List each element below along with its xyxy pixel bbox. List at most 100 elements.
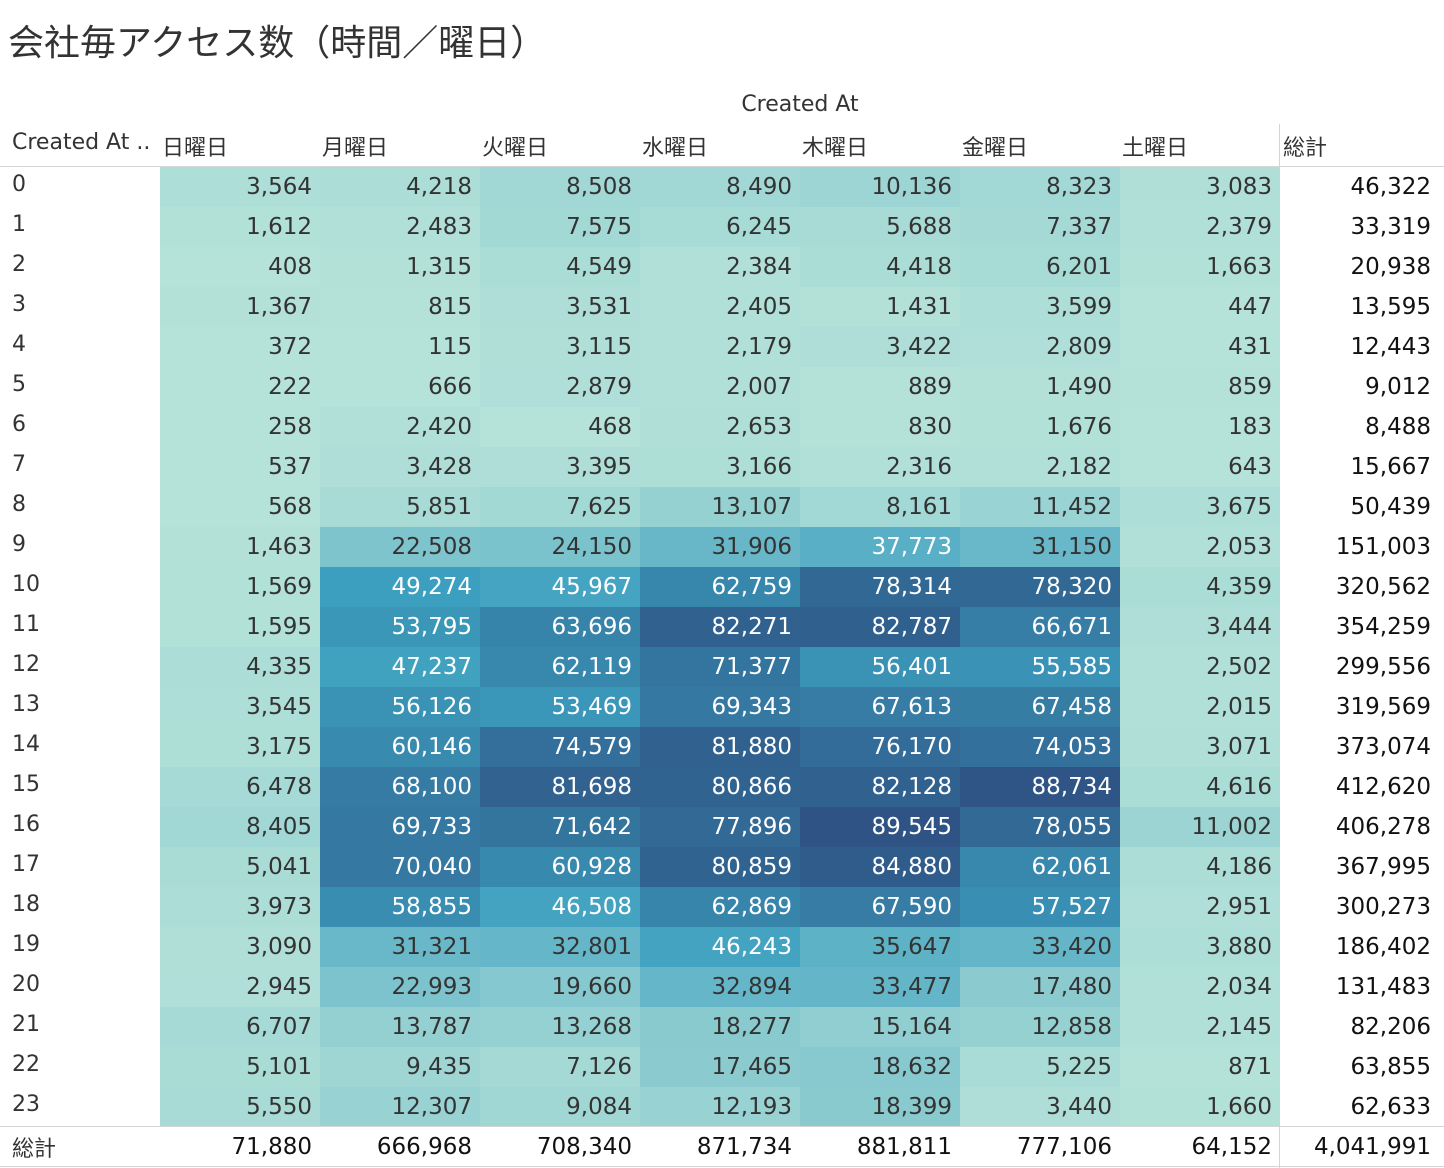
- heatmap-cell: 13,107: [640, 487, 800, 527]
- heatmap-cell: 3,395: [480, 447, 640, 487]
- row-label: 10: [12, 572, 40, 597]
- heatmap-cell: 89,545: [800, 807, 960, 847]
- heatmap-cell: 889: [800, 367, 960, 407]
- row-label: 19: [12, 932, 40, 957]
- heatmap-cell: 80,866: [640, 767, 800, 807]
- row-label: 7: [12, 452, 26, 477]
- heatmap-cell: 1,490: [960, 367, 1120, 407]
- row-total: 82,206: [1350, 1014, 1431, 1040]
- heatmap-cell: 468: [480, 407, 640, 447]
- heatmap-cell: 62,061: [960, 847, 1120, 887]
- heatmap-cell: 2,145: [1120, 1007, 1280, 1047]
- row-label: 15: [12, 772, 40, 797]
- table-row: 13 3,545 56,126 53,469 69,343 67,613 67,458 2,0…: [0, 687, 1444, 727]
- column-header: 土曜日: [1122, 136, 1189, 161]
- heatmap-cell: 2,034: [1120, 967, 1280, 1007]
- heatmap-cell: 5,041: [160, 847, 320, 887]
- heatmap-cell: 6,707: [160, 1007, 320, 1047]
- grand-total: 4,041,991: [1313, 1134, 1431, 1160]
- heatmap-cell: 372: [160, 327, 320, 367]
- heatmap-cell: 1,463: [160, 527, 320, 567]
- heatmap-cell: 53,795: [320, 607, 480, 647]
- heatmap-cell: 1,569: [160, 567, 320, 607]
- row-total: 406,278: [1335, 814, 1431, 840]
- table-row: 12 4,335 47,237 62,119 71,377 56,401 55,585 2,5…: [0, 647, 1444, 687]
- row-total: 12,443: [1350, 334, 1431, 360]
- heatmap-cell: 55,585: [960, 647, 1120, 687]
- heatmap-cell: 871: [1120, 1047, 1280, 1087]
- heatmap-cell: 3,973: [160, 887, 320, 927]
- heatmap-cell: 1,367: [160, 287, 320, 327]
- row-total: 319,569: [1335, 694, 1431, 720]
- row-total: 9,012: [1365, 374, 1431, 400]
- heatmap-cell: 32,894: [640, 967, 800, 1007]
- column-header: 日曜日: [162, 136, 229, 161]
- heatmap-cell: 3,090: [160, 927, 320, 967]
- heatmap-cell: 32,801: [480, 927, 640, 967]
- heatmap-cell: 15,164: [800, 1007, 960, 1047]
- heatmap-cell: 9,435: [320, 1047, 480, 1087]
- row-total: 186,402: [1335, 934, 1431, 960]
- heatmap-cell: 69,343: [640, 687, 800, 727]
- heatmap-cell: 68,100: [320, 767, 480, 807]
- heatmap-cell: 18,277: [640, 1007, 800, 1047]
- heatmap-cell: 2,420: [320, 407, 480, 447]
- heatmap-cell: 2,384: [640, 247, 800, 287]
- heatmap-cell: 66,671: [960, 607, 1120, 647]
- table-row: 9 1,463 22,508 24,150 31,906 37,773 31,150 2,05…: [0, 527, 1444, 567]
- heatmap-cell: 17,480: [960, 967, 1120, 1007]
- heatmap-cell: 46,508: [480, 887, 640, 927]
- row-total: 8,488: [1365, 414, 1431, 440]
- column-total: 71,880: [231, 1134, 312, 1160]
- heatmap-cell: 13,787: [320, 1007, 480, 1047]
- heatmap-cell: 76,170: [800, 727, 960, 767]
- heatmap-cell: 3,531: [480, 287, 640, 327]
- heatmap-cell: 31,906: [640, 527, 800, 567]
- heatmap-cell: 3,440: [960, 1087, 1120, 1127]
- heatmap-cell: 7,625: [480, 487, 640, 527]
- heatmap-cell: 8,508: [480, 167, 640, 207]
- heatmap-cell: 3,599: [960, 287, 1120, 327]
- row-total: 13,595: [1350, 294, 1431, 320]
- heatmap-cell: 4,418: [800, 247, 960, 287]
- heatmap-cell: 859: [1120, 367, 1280, 407]
- heatmap-cell: 6,478: [160, 767, 320, 807]
- row-label: 3: [12, 292, 26, 317]
- heatmap-cell: 35,647: [800, 927, 960, 967]
- heatmap-cell: 3,166: [640, 447, 800, 487]
- heatmap-cell: 78,314: [800, 567, 960, 607]
- heatmap-cell: 82,128: [800, 767, 960, 807]
- column-total: 64,152: [1191, 1134, 1272, 1160]
- heatmap-cell: 31,150: [960, 527, 1120, 567]
- heatmap-cell: 3,444: [1120, 607, 1280, 647]
- heatmap-cell: 2,945: [160, 967, 320, 1007]
- heatmap-cell: 6,201: [960, 247, 1120, 287]
- heatmap-cell: 7,575: [480, 207, 640, 247]
- heatmap-cell: 81,698: [480, 767, 640, 807]
- heatmap-cell: 47,237: [320, 647, 480, 687]
- row-label: 18: [12, 892, 40, 917]
- heatmap-cell: 5,550: [160, 1087, 320, 1127]
- heatmap-cell: 80,859: [640, 847, 800, 887]
- row-total: 412,620: [1335, 774, 1431, 800]
- heatmap-cell: 115: [320, 327, 480, 367]
- row-total: 15,667: [1350, 454, 1431, 480]
- heatmap-cell: 2,951: [1120, 887, 1280, 927]
- table-row: 21 6,707 13,787 13,268 18,277 15,164 12,858 2,1…: [0, 1007, 1444, 1047]
- row-label: 0: [12, 172, 26, 197]
- heatmap-cell: 78,320: [960, 567, 1120, 607]
- heatmap-cell: 5,101: [160, 1047, 320, 1087]
- heatmap-cell: 17,465: [640, 1047, 800, 1087]
- heatmap-cell: 6,245: [640, 207, 800, 247]
- heatmap-cell: 2,483: [320, 207, 480, 247]
- heatmap-cell: 4,359: [1120, 567, 1280, 607]
- heatmap-cell: 84,880: [800, 847, 960, 887]
- heatmap-cell: 24,150: [480, 527, 640, 567]
- heatmap-cell: 81,880: [640, 727, 800, 767]
- heatmap-cell: 815: [320, 287, 480, 327]
- row-label: 12: [12, 652, 40, 677]
- heatmap-cell: 56,126: [320, 687, 480, 727]
- heatmap-cell: 4,335: [160, 647, 320, 687]
- heatmap-cell: 1,663: [1120, 247, 1280, 287]
- table-row: 17 5,041 70,040 60,928 80,859 84,880 62,061 4,1…: [0, 847, 1444, 887]
